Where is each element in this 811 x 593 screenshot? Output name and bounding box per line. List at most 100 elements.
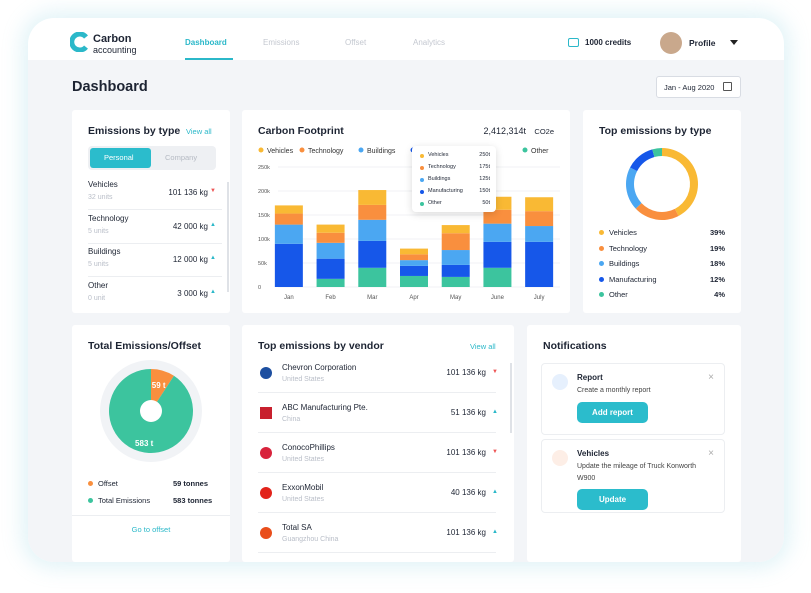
vendor-country: United States [282, 496, 325, 503]
total-unit: CO2e [534, 127, 554, 136]
nav-item[interactable]: Dashboard [185, 38, 227, 47]
y-tick-label: 0 [258, 285, 261, 291]
total-offset-card: Total Emissions/Offset 59 t 583 t Offset 59 … [72, 325, 230, 562]
app-window: Carbon accounting Dashboard Emissions Offs… [28, 18, 784, 562]
date-picker[interactable]: Jan - Aug 2020 [656, 76, 741, 98]
bar-segment [316, 224, 345, 233]
tooltip-name: Vehicles [428, 152, 449, 158]
bar-segment [400, 260, 428, 266]
tooltip: Vehicles 250t Technology 175t Buildings 125t M… [412, 146, 496, 212]
legend-label: Technology [609, 243, 647, 253]
view-all[interactable]: View all [186, 127, 212, 136]
vendor-logo [260, 407, 272, 419]
tooltip-name: Manufacturing [428, 188, 463, 194]
item-name: Buildings [88, 247, 121, 256]
legend-label: Offset [98, 479, 118, 488]
bar-segment [274, 243, 303, 287]
bar-segment [483, 223, 512, 242]
notification-button[interactable]: Add report [577, 402, 648, 423]
legend-label: Buildings [367, 148, 396, 155]
notification-icon [552, 374, 568, 390]
bar-segment [441, 264, 470, 277]
x-tick-label: Mar [367, 295, 377, 301]
divider [88, 242, 222, 244]
top-emissions-card: Top emissions by type Vehicles 39% Technolo… [583, 110, 741, 313]
divider [258, 392, 496, 393]
credits[interactable]: 1000 credits [585, 38, 632, 47]
nav-item[interactable]: Offset [345, 38, 367, 47]
divider [88, 276, 222, 277]
bar-segment [400, 248, 428, 255]
bar-segment [525, 226, 554, 242]
divider [72, 515, 230, 516]
vendor-value: 40 136 kg [450, 488, 486, 497]
vendor-logo [260, 487, 272, 499]
vendor-name: ConocoPhillips [282, 443, 335, 452]
tooltip-swatch [420, 178, 424, 182]
pie-slice [662, 148, 698, 216]
pie-slice [630, 149, 655, 172]
legend-label: Technology [308, 148, 344, 155]
go-to-offset[interactable]: Go to offset [131, 525, 171, 534]
bar-segment [441, 225, 470, 234]
total: 2,412,314t [483, 126, 526, 136]
carbon-footprint-chart: Vehicles Technology Buildings Manufacturing… [258, 147, 560, 301]
tab[interactable]: Company [165, 153, 198, 162]
tooltip-value: 175t [479, 164, 490, 170]
y-tick-label: 200k [258, 189, 270, 195]
y-tick-label: 50k [258, 261, 267, 267]
card-title: Emissions by type [88, 125, 181, 137]
bar-segment [358, 267, 387, 287]
legend-swatch [299, 147, 305, 153]
notification-text: Create a monthly report [577, 387, 651, 394]
tooltip-value: 125t [479, 176, 490, 182]
pie-slice [652, 148, 662, 158]
bar-segment [400, 265, 428, 276]
notification-title: Vehicles [577, 449, 610, 458]
nav-item[interactable]: Analytics [413, 38, 446, 47]
notification-button[interactable]: Update [577, 489, 648, 510]
brand-sub: accounting [93, 45, 137, 55]
vendor-name: ABC Manufacturing Pte. [282, 403, 368, 412]
divider [258, 512, 496, 513]
caret[interactable] [730, 40, 738, 46]
pie-label: 59 t [152, 381, 166, 390]
nav-item[interactable]: Emissions [263, 38, 300, 47]
card-title: Notifications [543, 340, 607, 352]
y-tick-label: 100k [258, 237, 270, 243]
avatar[interactable] [660, 32, 682, 54]
vendor-logo [260, 527, 272, 539]
legend-value: 18% [709, 259, 725, 268]
trend-icon: ▲ [492, 409, 498, 415]
bar-segment [483, 209, 512, 224]
bar-segment [316, 258, 345, 279]
legend-label: Manufacturing [609, 274, 657, 284]
tooltip-name: Buildings [428, 176, 451, 182]
legend-swatch [258, 147, 264, 153]
close-icon[interactable]: × [708, 448, 714, 459]
vendor-name: Chevron Corporation [282, 363, 357, 372]
donut-chart [626, 148, 698, 220]
divider [88, 209, 222, 210]
view-all[interactable]: View all [470, 342, 496, 351]
item-name: Other [88, 280, 109, 290]
vendor-value: 101 136 kg [446, 368, 486, 377]
bar-segment [274, 213, 303, 225]
bar-segment [525, 197, 554, 212]
item-name: Vehicles [88, 180, 118, 189]
legend-label: Vehicles [609, 228, 637, 237]
close-icon[interactable]: × [708, 372, 714, 383]
bar-segment [400, 275, 428, 287]
legend-label: Other [531, 148, 549, 155]
profile[interactable]: Profile [689, 38, 716, 48]
bar-segment [274, 224, 303, 244]
vendor-name: ExxonMobil [282, 483, 324, 492]
tab[interactable]: Personal [104, 153, 134, 162]
vendor-country: United States [282, 456, 325, 463]
x-tick-label: July [534, 295, 545, 301]
item-units: 5 units [88, 227, 109, 235]
vendor-name: Total SA [282, 523, 312, 532]
trend-icon: ▲ [210, 255, 216, 261]
item-units: 0 unit [88, 294, 106, 302]
logo-icon [70, 32, 88, 52]
